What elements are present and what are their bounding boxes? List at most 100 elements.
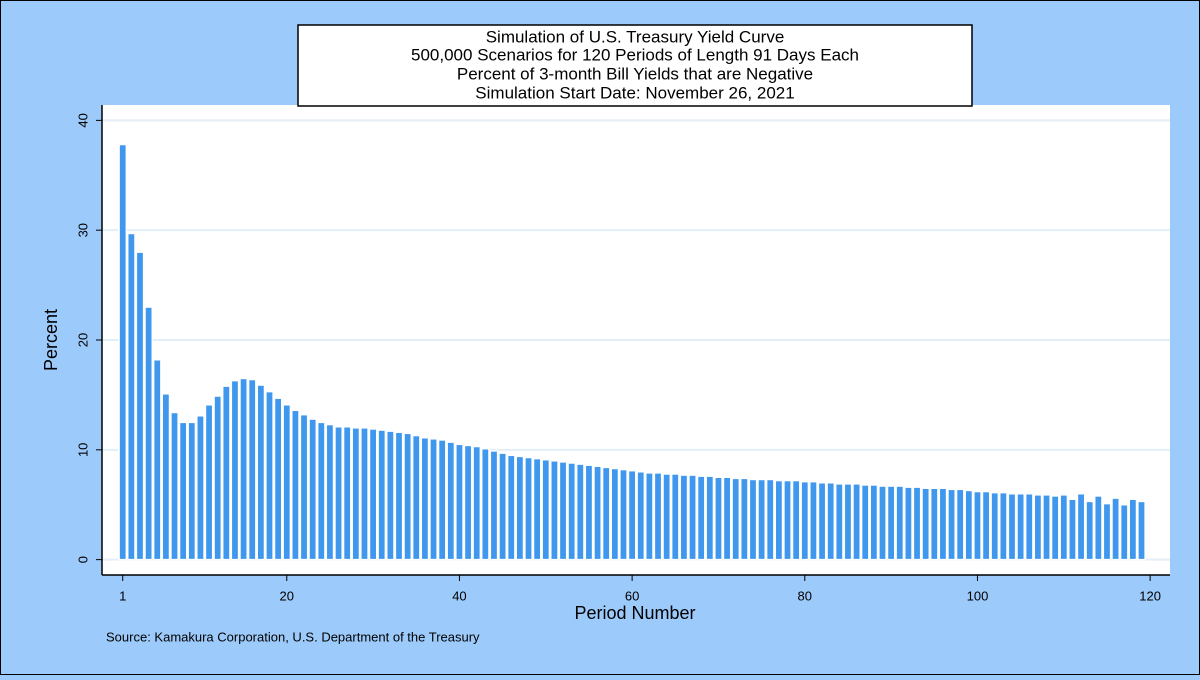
bar (800, 480, 810, 561)
y-tick-label: 20 (75, 333, 90, 347)
bar (567, 462, 577, 561)
bar (394, 431, 404, 561)
bar (558, 461, 568, 561)
bar (161, 393, 171, 561)
y-tick-label: 40 (75, 113, 90, 127)
bar (774, 479, 784, 561)
bar (1007, 492, 1017, 561)
bar (964, 489, 974, 561)
bar (705, 475, 715, 561)
bar (187, 421, 197, 561)
bar (1119, 503, 1129, 561)
bar (515, 455, 525, 561)
bar (809, 480, 818, 561)
y-tick-label: 10 (75, 443, 90, 457)
bar (869, 484, 879, 561)
bar (342, 426, 352, 561)
bar (1068, 498, 1077, 561)
bar (1137, 500, 1146, 561)
bar (152, 359, 162, 561)
bar (1033, 494, 1043, 561)
x-tick-label: 40 (452, 588, 466, 603)
bar (455, 443, 464, 561)
bar (239, 377, 248, 561)
bar (118, 143, 128, 561)
bar (783, 479, 792, 561)
bar (1111, 497, 1120, 561)
bar (947, 488, 956, 561)
bar (722, 476, 732, 561)
bar (904, 486, 913, 561)
bar (265, 390, 274, 561)
y-axis-label: Percent (41, 309, 61, 371)
bar (645, 472, 654, 561)
x-tick-label: 60 (625, 588, 639, 603)
bar (489, 450, 499, 561)
bar (308, 418, 318, 561)
bar (955, 488, 965, 561)
bar (178, 421, 188, 561)
bar (170, 411, 179, 561)
bar (981, 490, 991, 561)
bar (601, 466, 611, 561)
bar (791, 479, 801, 561)
bar (420, 436, 430, 561)
bar (610, 467, 620, 561)
bar (213, 395, 223, 561)
bar (204, 404, 214, 561)
bar (826, 482, 836, 561)
x-tick-label: 120 (1139, 588, 1161, 603)
bar (403, 432, 413, 561)
x-tick-label: 20 (280, 588, 294, 603)
bar (360, 427, 369, 561)
title-box (297, 24, 973, 107)
bar (144, 306, 153, 561)
bar (731, 477, 741, 561)
bar (593, 465, 602, 561)
title-line: 500,000 Scenarios for 120 Periods of Len… (411, 45, 859, 64)
bar (636, 471, 646, 561)
bar (653, 472, 663, 561)
bar (670, 473, 680, 561)
bar (480, 447, 490, 561)
bar (368, 428, 378, 561)
title-line: Percent of 3-month Bill Yields that are … (457, 64, 813, 83)
x-tick-label: 100 (967, 588, 989, 603)
bar (990, 491, 1000, 561)
bar (325, 423, 335, 561)
bar (1024, 492, 1034, 561)
bar (912, 486, 922, 561)
bar (852, 483, 861, 561)
bar (1102, 502, 1112, 561)
bar (878, 485, 887, 561)
bar (291, 409, 300, 561)
bar (921, 487, 931, 561)
title-line: Simulation of U.S. Treasury Yield Curve (486, 27, 785, 46)
bar (739, 477, 749, 561)
bar (765, 478, 775, 561)
bar (757, 478, 766, 561)
bar (1042, 494, 1051, 561)
source: Source: Kamakura Corporation, U.S. Depar… (106, 629, 480, 644)
bar (196, 415, 205, 561)
y-tick-label: 30 (75, 223, 90, 237)
bar (938, 487, 948, 561)
bar (437, 439, 447, 561)
bar (860, 484, 870, 561)
bar (506, 454, 516, 561)
bar (1059, 494, 1069, 561)
bar (316, 421, 326, 561)
bar (696, 475, 706, 561)
bar (748, 478, 758, 561)
bar (817, 482, 827, 561)
bar (843, 483, 853, 561)
title-line: Simulation Start Date: November 26, 2021 (475, 83, 794, 102)
bar (895, 485, 905, 561)
bar (472, 445, 482, 561)
bar (273, 397, 283, 561)
bar (532, 457, 542, 561)
bar (282, 404, 292, 561)
bar (221, 385, 231, 561)
bar (575, 463, 585, 561)
